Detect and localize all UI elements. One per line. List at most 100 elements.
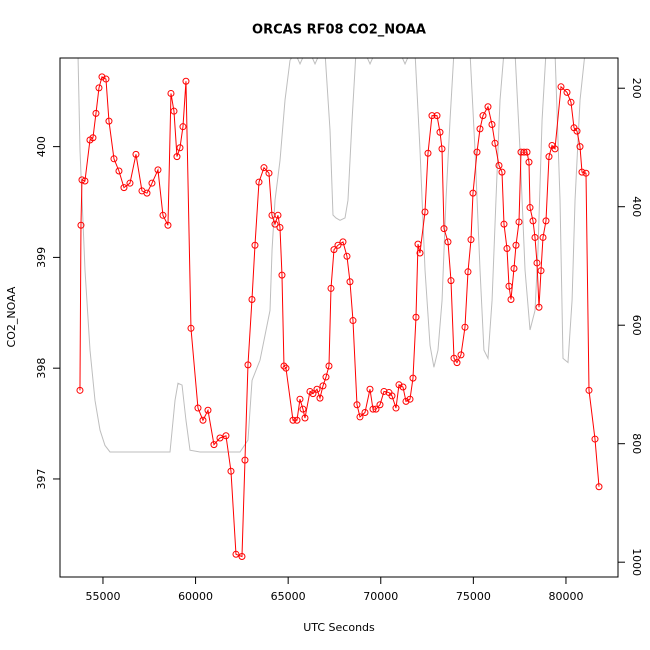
co2-point [537, 267, 545, 275]
co2-point [591, 435, 599, 443]
co2-point [173, 153, 181, 161]
y-axis-label: CO2_NOAA [5, 286, 18, 347]
co2-point [479, 112, 487, 120]
x-axis-label: UTC Seconds [303, 621, 375, 634]
co2-point [563, 88, 571, 96]
co2-point [110, 155, 118, 163]
y2-tick-label: 800 [630, 433, 643, 454]
co2-point [159, 211, 167, 219]
x-tick-label: 80000 [548, 590, 583, 603]
co2-point [573, 127, 581, 135]
co2-point [187, 324, 195, 332]
co2-point [510, 264, 518, 272]
co2-point [244, 361, 252, 369]
co2-point [238, 553, 246, 561]
co2-point [204, 406, 212, 414]
co2-point [395, 381, 403, 389]
chart-title: ORCAS RF08 CO2_NOAA [252, 23, 426, 38]
co2-point [542, 217, 550, 225]
co2-point [438, 145, 446, 153]
co2-point [278, 271, 286, 279]
co2-point [296, 395, 304, 403]
co2-point [319, 382, 327, 390]
y2-tick-label: 200 [630, 78, 643, 99]
co2-point [179, 123, 187, 131]
y2-layer [77, 58, 585, 453]
co2-point [330, 246, 338, 254]
co2-point [503, 245, 511, 253]
co2-point [512, 241, 520, 249]
co2-point [440, 225, 448, 233]
co2-point [520, 148, 528, 156]
co2-point [143, 189, 151, 197]
co2-point [406, 395, 414, 403]
co2-point [488, 120, 496, 128]
co2-point [421, 208, 429, 216]
co2-point [164, 221, 172, 229]
co2-point [539, 233, 547, 241]
co2-point [222, 432, 230, 440]
co2-point [343, 252, 351, 260]
co2-point [327, 284, 335, 292]
co2-point [376, 401, 384, 409]
co2-point [491, 139, 499, 147]
co2-point [523, 148, 531, 156]
y-layer [76, 73, 603, 561]
co2-point [473, 148, 481, 156]
co2-point [255, 178, 263, 186]
co2-point [535, 303, 543, 311]
co2-point [551, 145, 559, 153]
co2-point [182, 77, 190, 85]
co2-point [447, 277, 455, 285]
y2-tick-label: 400 [630, 196, 643, 217]
co2-point [199, 416, 207, 424]
co2-point [531, 233, 539, 241]
co2-point [467, 236, 475, 244]
x-tick-label: 75000 [456, 590, 491, 603]
co2-point [232, 550, 240, 558]
y2-tick-label: 1000 [630, 548, 643, 576]
co2-point [349, 317, 357, 325]
co2-point [227, 467, 235, 475]
x-tick-label: 60000 [178, 590, 213, 603]
plot-frame [59, 57, 619, 578]
co2-point [545, 153, 553, 161]
y-tick-label: 399 [35, 247, 48, 268]
co2-point [92, 109, 100, 117]
co2-point [309, 390, 317, 398]
co2-point [507, 295, 515, 303]
co2-point [557, 83, 565, 91]
co2-point [500, 220, 508, 228]
co2-point [353, 401, 361, 409]
co2-point [280, 362, 288, 370]
y-tick-label: 397 [35, 468, 48, 489]
co2-point [424, 149, 432, 157]
co2-point [526, 204, 534, 212]
co2-point [469, 189, 477, 197]
co2-point [582, 169, 590, 177]
co2-point [115, 167, 123, 175]
co2-point [515, 218, 523, 226]
co2-point [453, 359, 461, 367]
co2-point [132, 150, 140, 158]
co2-point [436, 128, 444, 136]
co2-point [299, 405, 307, 413]
co2-point [388, 392, 396, 400]
x-tick-label: 55000 [85, 590, 120, 603]
co2-point [105, 117, 113, 125]
co2-point [505, 282, 513, 290]
co2-point [260, 164, 268, 172]
co2-point [316, 394, 324, 402]
co2-point [78, 176, 86, 184]
co2-point [293, 416, 301, 424]
co2-point [464, 268, 472, 276]
co2-point [369, 405, 377, 413]
co2-point [380, 387, 388, 395]
co2-point [301, 414, 309, 422]
co2-point [567, 98, 575, 106]
pressure-line [77, 58, 585, 453]
co2-point [126, 179, 134, 187]
co2-point [498, 168, 506, 176]
co2-point [274, 211, 282, 219]
